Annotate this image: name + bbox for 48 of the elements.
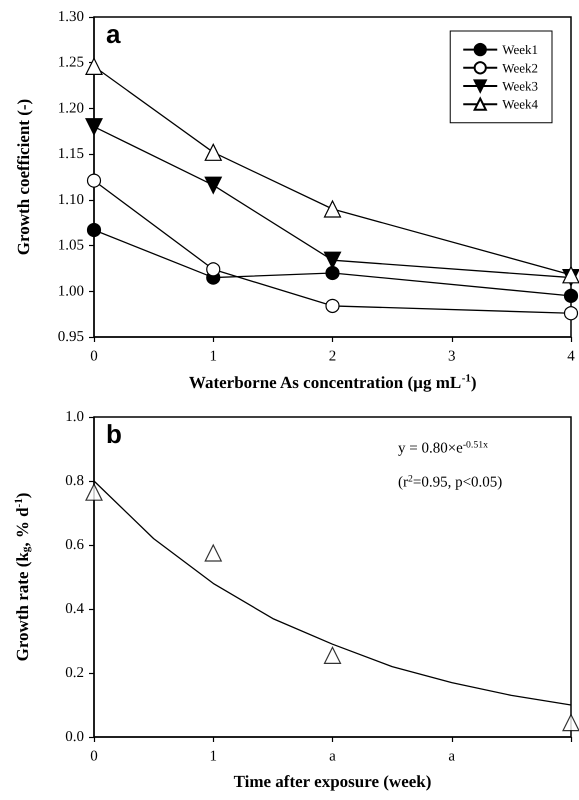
x-tick-label: 2 <box>328 348 336 364</box>
point <box>204 544 222 562</box>
x-axis-title: Time after exposure (week) <box>234 772 432 791</box>
y-tick-label: 1.05 <box>58 238 84 254</box>
y-tick-label: 0.2 <box>65 665 84 681</box>
point <box>325 266 340 280</box>
point <box>85 484 103 501</box>
y-tick-label: 0.6 <box>65 537 84 553</box>
y-tick-label: 1.25 <box>58 54 84 71</box>
legend-label: Week2 <box>502 60 538 76</box>
x-tick-label: a <box>329 748 336 764</box>
point <box>324 200 342 218</box>
y-axis-title: Growth coefficient (-) <box>14 98 33 256</box>
legend-label: Week4 <box>502 96 538 112</box>
y-tick-label: 0.8 <box>65 473 84 489</box>
point <box>85 118 103 136</box>
x-tick-label: 4 <box>567 348 576 364</box>
legend-label: Week3 <box>502 78 538 94</box>
y-tick-label: 1.20 <box>58 100 84 116</box>
point <box>85 58 103 75</box>
y-tick-label: 1.15 <box>58 146 84 162</box>
annotation: a <box>106 19 121 49</box>
y-axis-title: Growth rate (kg, % d-1) <box>12 492 32 662</box>
point <box>324 646 342 664</box>
x-tick-label: 1 <box>210 348 217 364</box>
annotation: b <box>106 419 122 449</box>
y-tick-label: 1.10 <box>58 192 84 208</box>
y-tick-label: 1.0 <box>65 409 84 425</box>
legend-label: Week1 <box>502 42 538 58</box>
point <box>86 174 102 188</box>
y-tick-label: 0.0 <box>65 729 84 745</box>
x-tick-label: 1 <box>210 748 217 764</box>
x-tick-label: 0 <box>90 348 98 364</box>
point <box>562 714 579 732</box>
point <box>325 298 340 314</box>
point <box>204 144 222 161</box>
point <box>204 176 222 194</box>
y-tick-label: 0.4 <box>65 601 84 617</box>
point <box>564 306 578 320</box>
point <box>564 288 578 303</box>
point <box>206 262 220 276</box>
y-tick-label: 0.95 <box>58 329 84 345</box>
point <box>86 222 102 238</box>
y-tick-label: 1.00 <box>58 283 84 300</box>
x-tick-label: 0 <box>90 748 98 764</box>
x-tick-label: a <box>448 748 456 764</box>
x-tick-label: 3 <box>448 348 456 364</box>
y-tick-label: 1.30 <box>58 9 84 25</box>
